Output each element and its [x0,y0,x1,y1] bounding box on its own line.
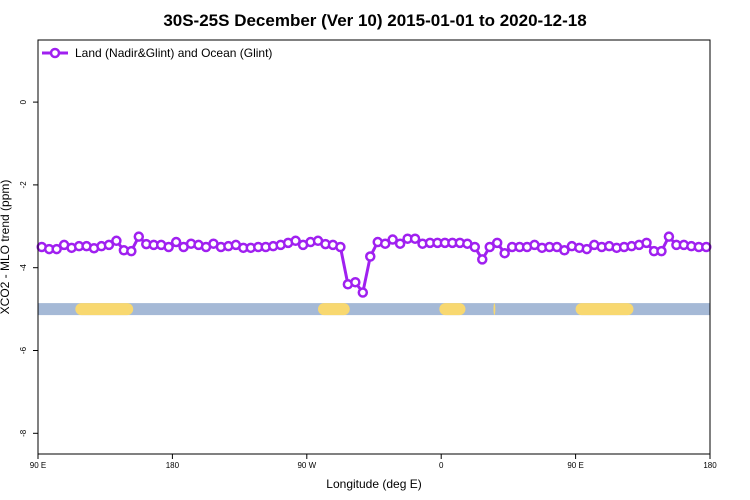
data-point [663,231,675,242]
data-point [581,243,593,255]
y-tick-label: -2 [19,181,28,189]
data-point [335,241,346,253]
x-axis-label: Longitude (deg E) [326,477,421,491]
data-point [103,239,115,251]
land-band-segment [75,303,134,316]
legend-marker-swatch [49,47,61,59]
data-point [163,241,174,253]
x-tick-label: 180 [703,461,717,470]
legend-label: Land (Nadir&Glint) and Ocean (Glint) [75,46,272,60]
land-band-segment [318,303,350,316]
data-point [484,241,495,253]
data-point [409,233,421,244]
data-point [170,236,182,248]
x-tick-label: 90 E [567,461,583,470]
plot-frame [37,39,711,455]
y-tick-label: 0 [19,99,28,104]
data-point [499,247,510,259]
land-band-segment [493,303,496,316]
data-point [491,237,503,249]
x-tick-label: 90 E [30,461,46,470]
x-axis: 90 E 180 90 W 0 90 E 180 [30,454,717,470]
land-band-segment [575,303,634,316]
data-point [357,287,369,298]
data-point [350,276,361,288]
data-point [641,237,652,249]
surface-band [38,303,710,316]
y-axis: 0 -2 -4 -6 -8 [19,99,38,437]
data-point [477,254,488,265]
data-point [379,238,391,249]
x-tick-label: 90 W [297,461,316,470]
data-point [394,238,406,249]
y-tick-label: -8 [19,429,28,437]
data-point [656,245,667,257]
land-band-segment [439,303,466,316]
series-layer [36,231,712,298]
y-tick-label: -6 [19,346,28,354]
y-tick-label: -4 [19,264,28,272]
data-point [51,243,62,255]
ocean-band [38,303,710,316]
data-point [469,241,481,253]
data-point [559,245,570,256]
data-point [701,241,712,253]
data-point [133,231,145,242]
data-point [126,245,137,257]
x-tick-label: 180 [166,461,180,470]
data-point [365,251,376,262]
data-point [290,235,301,247]
legend: Land (Nadir&Glint) and Ocean (Glint) [42,46,272,60]
y-axis-label: XCO2 - MLO trend (ppm) [0,180,12,315]
data-point [111,235,122,247]
x-tick-label: 0 [439,461,444,470]
data-point [387,234,398,245]
chart-title: 30S-25S December (Ver 10) 2015-01-01 to … [163,11,586,30]
